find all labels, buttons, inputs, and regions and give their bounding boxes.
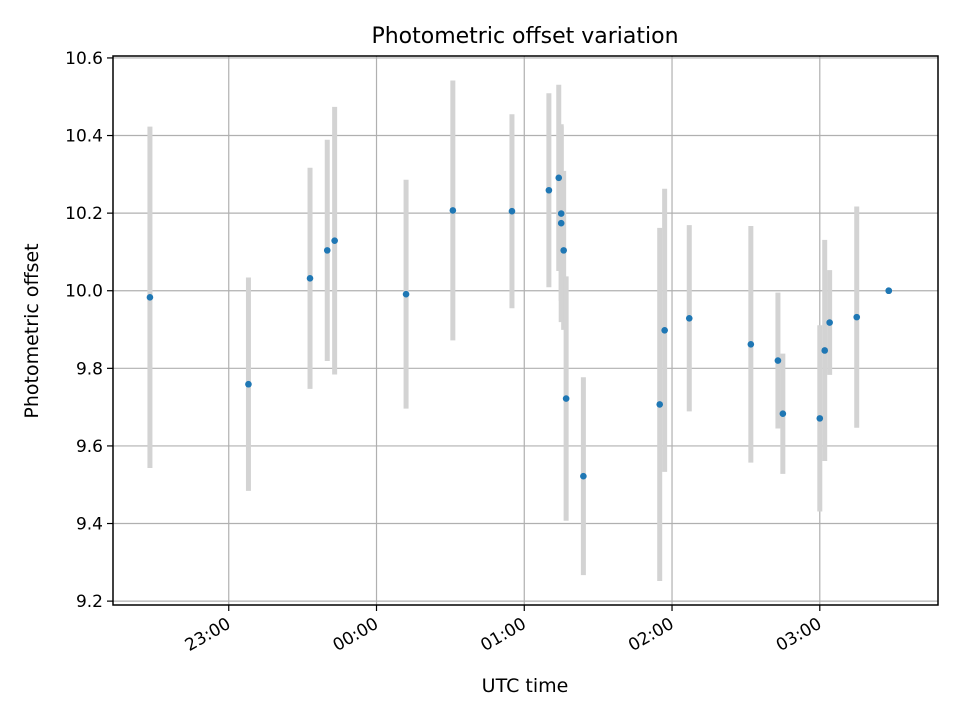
data-point — [557, 210, 565, 217]
data-points — [146, 174, 893, 480]
data-point — [853, 313, 861, 321]
data-point — [323, 247, 331, 254]
x-tick-label: 03:00 — [773, 614, 825, 656]
x-tick-label: 01:00 — [477, 614, 529, 656]
y-tick-label: 9.8 — [76, 359, 103, 379]
y-tick-label: 10.2 — [65, 204, 103, 224]
y-tick-label: 10.4 — [65, 127, 103, 147]
y-tick-label: 9.6 — [76, 437, 103, 457]
grid — [113, 56, 938, 605]
error-bars — [147, 80, 860, 581]
data-point — [885, 287, 893, 295]
data-point — [562, 395, 570, 402]
data-point — [560, 247, 567, 254]
data-point — [661, 327, 668, 334]
axis-ticks: 23:00 00:00 01:00 02:00 03:00 9.2 9.4 9.6 9.8 10.… — [65, 49, 825, 656]
x-tick-label: 02:00 — [625, 614, 677, 656]
data-point — [557, 219, 565, 227]
data-point — [774, 357, 782, 364]
x-tick-label: 00:00 — [330, 614, 382, 656]
data-point — [449, 207, 457, 214]
data-point — [580, 472, 587, 480]
data-point — [545, 186, 553, 194]
y-tick-label: 9.4 — [76, 515, 103, 535]
data-point — [146, 294, 154, 301]
data-point — [779, 410, 787, 418]
y-tick-label: 10.6 — [65, 49, 103, 69]
data-point — [245, 380, 252, 388]
data-point — [306, 275, 314, 282]
chart-title: Photometric offset variation — [371, 24, 678, 49]
data-point — [747, 340, 755, 348]
data-point — [508, 207, 516, 215]
data-point — [331, 237, 338, 244]
data-point — [656, 401, 664, 408]
y-axis-label: Photometric offset — [21, 243, 43, 418]
data-point — [555, 174, 563, 182]
data-point — [402, 290, 410, 298]
data-point — [685, 314, 693, 322]
y-tick-label: 10.0 — [65, 282, 103, 302]
data-point — [821, 347, 829, 354]
data-point — [826, 319, 833, 326]
data-point — [816, 415, 824, 422]
x-tick-label: 23:00 — [182, 614, 234, 656]
y-tick-label: 9.2 — [76, 592, 103, 612]
x-axis-label: UTC time — [482, 675, 569, 697]
plot-frame — [112, 55, 939, 606]
